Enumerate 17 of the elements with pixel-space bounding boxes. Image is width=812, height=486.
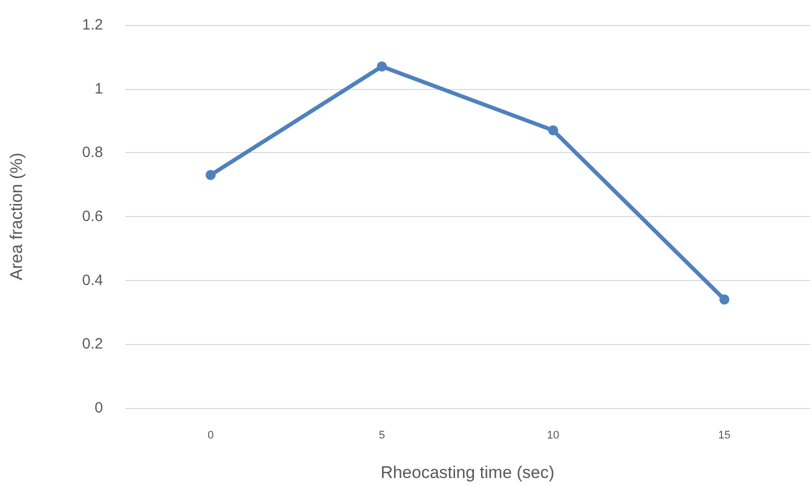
x-tick-label: 0 [208, 430, 214, 442]
point [719, 294, 730, 304]
y-tick-label: 0.4 [82, 272, 103, 289]
y-tick-label: 0 [94, 400, 103, 416]
point [376, 61, 387, 72]
point [206, 170, 216, 180]
y-tick-label: 1 [94, 80, 103, 98]
y-tick-label: 0.2 [82, 336, 103, 353]
point [548, 125, 558, 136]
x-tick-label: 5 [378, 430, 385, 442]
y-tick-label: 0.8 [82, 144, 103, 162]
y-tick-label: 1.2 [82, 16, 103, 34]
y-axis-title: Area fraction (%) [7, 152, 26, 280]
y-tick-label: 0.6 [82, 208, 103, 225]
x-tick-label: 10 [547, 430, 560, 442]
x-tick-label: 15 [718, 430, 730, 442]
x-axis-title: Rheocasting time (sec) [380, 463, 554, 482]
